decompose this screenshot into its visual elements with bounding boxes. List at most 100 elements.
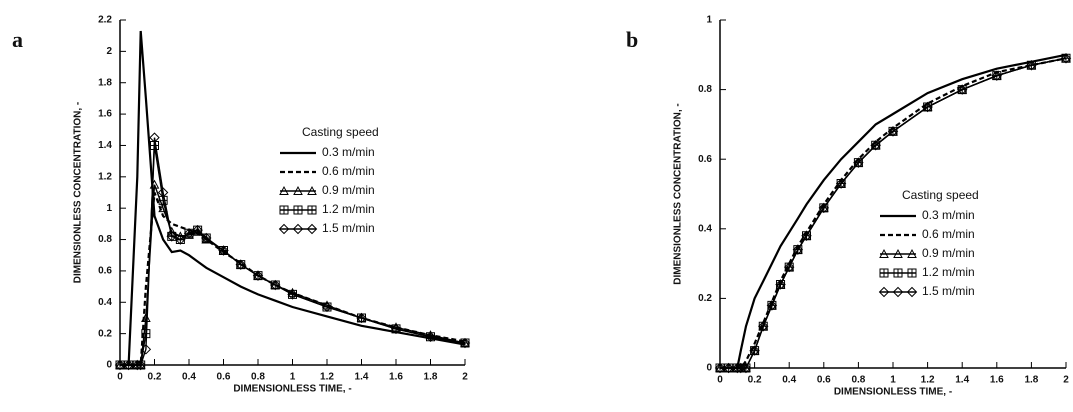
marker-diamond [123,359,134,371]
marker-diamond [956,84,968,95]
x-tick-label: 0 [717,375,723,386]
x-tick-label: 0.2 [148,372,162,383]
x-tick-label: 1.8 [1024,375,1038,386]
legend-label: 1.2 m/min [922,265,975,279]
x-tick-label: 0.6 [217,372,231,383]
marker-diamond [356,312,367,324]
marker-diamond [235,259,246,270]
legend-label: 0.6 m/min [322,164,375,178]
marker-diamond [922,101,933,113]
y-axis-label: DIMENSIONLESS CONCENTRATION, - [673,103,684,284]
y-tick-label: 0.6 [698,154,712,165]
y-tick-label: 1 [706,15,712,26]
marker-diamond [870,140,881,151]
y-tick-label: 0.4 [98,297,112,308]
marker-diamond [735,362,746,374]
y-axis-label: DIMENSIONLESS CONCENTRATION, - [73,102,84,283]
marker-diamond [714,362,726,374]
marker-diamond [157,187,169,198]
marker-diamond [758,321,769,332]
marker-diamond [740,362,752,374]
series-line [720,57,1067,369]
x-tick-label: 1.2 [320,372,334,383]
marker-diamond [149,132,160,143]
y-tick-label: 0 [106,360,112,371]
marker-triangle [907,248,917,258]
x-tick-label: 0.4 [782,375,796,386]
marker-square [293,205,303,215]
x-tick-label: 0.4 [182,372,196,383]
y-tick-label: 1 [106,203,112,214]
x-tick-label: 1 [890,375,896,386]
marker-diamond [818,202,830,214]
y-tick-label: 0 [706,363,712,374]
series-line [720,53,1067,370]
marker-diamond [766,300,778,311]
legend-label: 0.3 m/min [922,208,975,222]
marker-diamond [887,126,899,137]
legend-label: 1.5 m/min [922,284,975,298]
marker-square [893,268,903,278]
legend-label: 0.9 m/min [922,246,975,260]
marker-diamond [878,286,890,298]
x-tick-label: 2 [462,372,468,383]
marker-diamond [292,223,304,235]
marker-square [307,205,317,215]
marker-diamond [252,270,264,281]
marker-diamond [114,359,126,371]
x-tick-label: 0.2 [748,375,762,386]
series-line [120,184,466,366]
y-tick-label: 0.6 [98,266,112,277]
panel-label: a [12,27,23,52]
y-tick-label: 1.4 [98,140,112,151]
marker-diamond [218,245,229,256]
x-tick-label: 0.6 [817,375,831,386]
x-tick-label: 1.6 [990,375,1004,386]
marker-diamond [287,289,298,300]
marker-diamond [783,261,795,273]
marker-triangle [879,248,889,258]
marker-diamond [732,362,743,374]
marker-diamond [175,234,186,245]
marker-diamond [166,231,177,242]
y-tick-label: 0.2 [698,293,712,304]
marker-diamond [321,301,333,313]
y-tick-label: 1.6 [98,109,112,120]
marker-diamond [792,244,804,255]
y-tick-label: 1.2 [98,171,112,182]
marker-diamond [723,362,734,374]
x-tick-label: 1.4 [355,372,369,383]
panel-label: b [626,27,638,52]
y-tick-label: 1.8 [98,77,112,88]
series-line [120,30,466,367]
marker-triangle [279,185,289,195]
marker-diamond [991,70,1003,81]
y-tick-label: 0.4 [698,223,712,234]
marker-square [907,268,917,278]
marker-diamond [132,359,143,371]
marker-square [879,268,889,278]
legend-title: Casting speed [302,125,379,139]
marker-diamond [892,286,904,298]
series-line [720,57,1067,369]
series-line [120,192,466,367]
marker-diamond [183,228,195,239]
marker-diamond [192,224,203,236]
y-tick-label: 2 [106,46,112,57]
marker-diamond [425,331,436,342]
marker-diamond [801,230,812,241]
series-line [120,137,466,366]
x-tick-label: 0 [117,372,123,383]
marker-diamond [278,223,290,235]
marker-diamond [853,157,864,168]
marker-diamond [1060,53,1072,64]
x-tick-label: 1.8 [424,372,438,383]
marker-diamond [390,323,402,335]
series-line [720,57,1067,369]
marker-triangle [307,185,317,195]
marker-diamond [270,279,281,291]
marker-diamond [835,178,847,189]
marker-diamond [201,232,212,244]
x-axis-label: DIMENSIONLESS TIME, - [233,384,351,395]
marker-diamond [306,223,318,235]
